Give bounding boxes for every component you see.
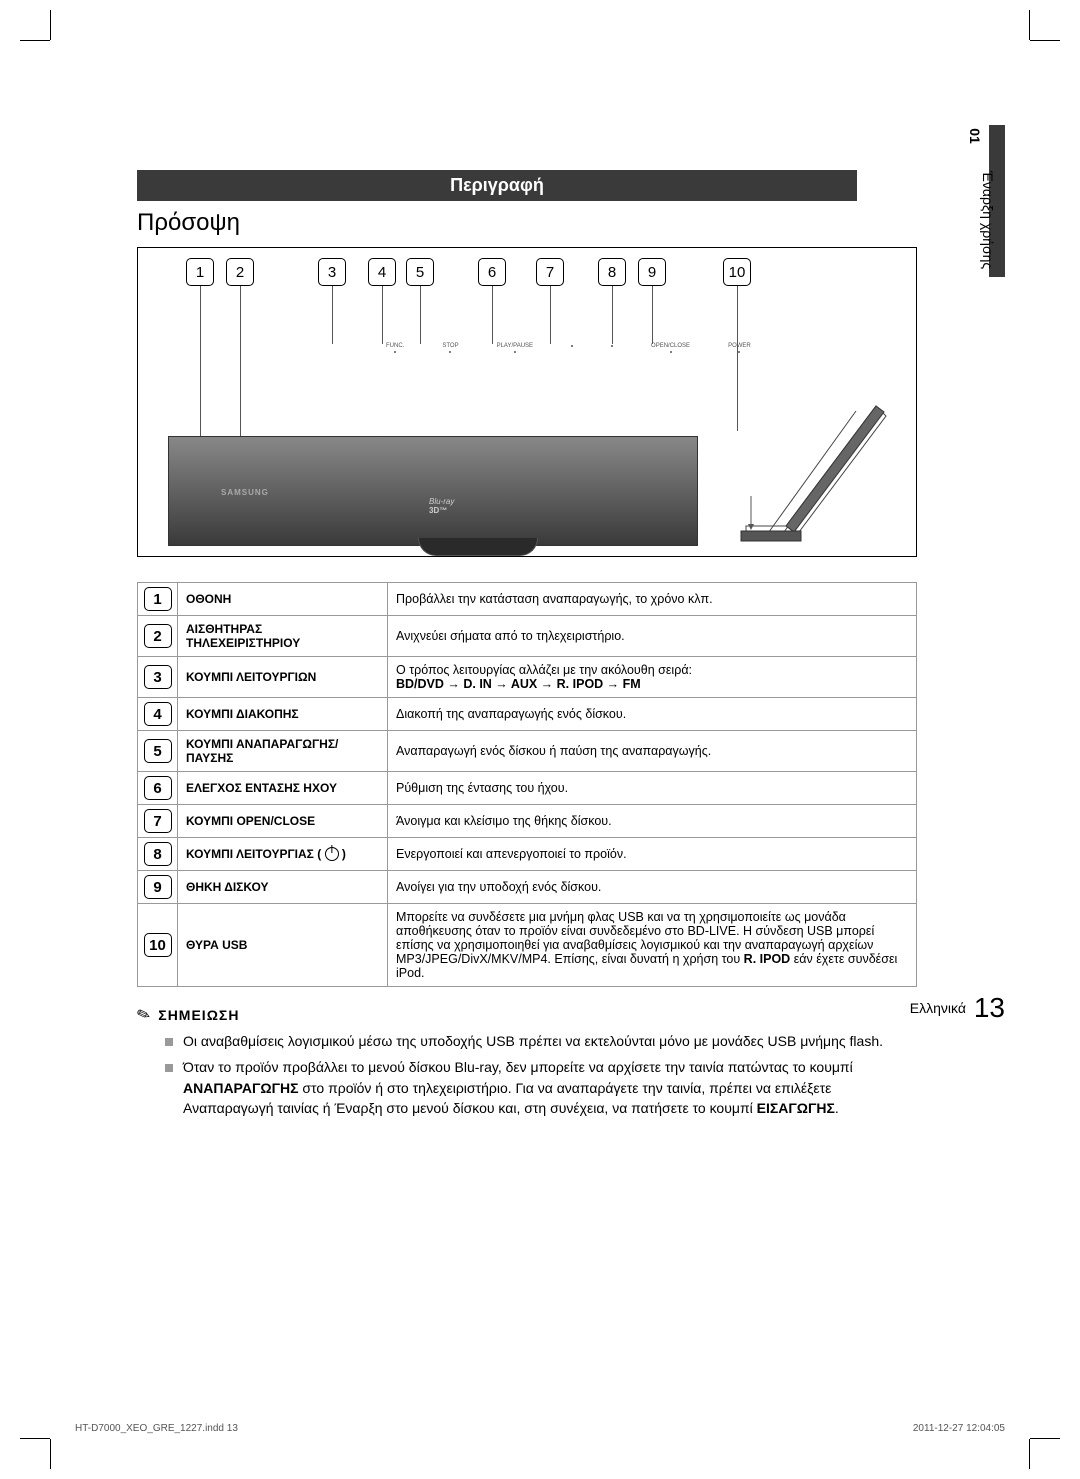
definition-row: 9ΘΗΚΗ ΔΙΣΚΟΥΑνοίγει για την υποδοχή ενός… [138, 871, 917, 904]
definition-row: 4ΚΟΥΜΠΙ ΔΙΑΚΟΠΗΣΔιακοπή της αναπαραγωγής… [138, 698, 917, 731]
note-title: ΣΗΜΕΙΩΣΗ [158, 1007, 239, 1023]
definition-row: 6ΕΛΕΓΧΟΣ ΕΝΤΑΣΗΣ ΗΧΟΥΡύθμιση της έντασης… [138, 772, 917, 805]
chapter-number: 01 [967, 128, 983, 144]
chapter-title: Έναρξη χρήσης [980, 171, 996, 269]
page-footer: Ελληνικά 13 [910, 992, 1005, 1024]
callout-2: 2 [226, 258, 254, 286]
definition-row: 10ΘΥΡΑ USBΜπορείτε να συνδέσετε μια μνήμ… [138, 904, 917, 987]
note-section: ✎ ΣΗΜΕΙΩΣΗ Οι αναβαθμίσεις λογισμικού μέ… [137, 1005, 917, 1118]
callout-6: 6 [478, 258, 506, 286]
page-content: 01 Έναρξη χρήσης Περιγραφή Πρόσοψη 12345… [75, 40, 1005, 1124]
note-item: Οι αναβαθμίσεις λογισμικού μέσω της υποδ… [165, 1031, 917, 1051]
callout-7: 7 [536, 258, 564, 286]
front-panel-diagram: 12 345 6 7 89 10 FUNC.STOPPLAY/PAUSEOPEN/CLOS… [137, 247, 917, 557]
definitions-table: 1ΟΘΟΝΗΠροβάλλει την κατάσταση αναπαραγωγ… [137, 582, 917, 987]
power-icon [325, 847, 339, 861]
definition-row: 1ΟΘΟΝΗΠροβάλλει την κατάσταση αναπαραγωγ… [138, 583, 917, 616]
definition-row: 2ΑΙΣΘΗΤΗΡΑΣ ΤΗΛΕΧΕΙΡΙΣΤΗΡΙΟΥΑνιχνεύει σή… [138, 616, 917, 657]
callout-10: 10 [723, 258, 751, 286]
device-front-view: SAMSUNG Blu-ray 3D™ [168, 436, 698, 546]
callout-9: 9 [638, 258, 666, 286]
callout-8: 8 [598, 258, 626, 286]
note-item: Όταν το προϊόν προβάλλει το μενού δίσκου… [165, 1057, 917, 1118]
side-tab: 01 Έναρξη χρήσης [965, 40, 1005, 275]
definition-row: 7ΚΟΥΜΠΙ OPEN/CLOSEΆνοιγμα και κλείσιμο τ… [138, 805, 917, 838]
device-side-view [736, 376, 896, 546]
subsection-title: Πρόσοψη [137, 209, 1005, 237]
definition-row: 5ΚΟΥΜΠΙ ΑΝΑΠΑΡΑΓΩΓΗΣ/ΠΑΥΣΗΣΑναπαραγωγή ε… [138, 731, 917, 772]
note-icon: ✎ [134, 1003, 153, 1026]
callout-1: 1 [186, 258, 214, 286]
definition-row: 8ΚΟΥΜΠΙ ΛΕΙΤΟΥΡΓΙΑΣ ( )Ενεργοποιεί και α… [138, 838, 917, 871]
callout-5: 5 [406, 258, 434, 286]
definition-row: 3ΚΟΥΜΠΙ ΛΕΙΤΟΥΡΓΙΩΝΟ τρόπος λειτουργίας … [138, 657, 917, 698]
print-footer: HT-D7000_XEO_GRE_1227.indd 13 2011-12-27… [75, 1423, 1005, 1434]
panel-button-labels: FUNC.STOPPLAY/PAUSEOPEN/CLOSEPOWER [386, 343, 751, 353]
callout-4: 4 [368, 258, 396, 286]
section-header: Περιγραφή [137, 170, 857, 201]
callout-3: 3 [318, 258, 346, 286]
